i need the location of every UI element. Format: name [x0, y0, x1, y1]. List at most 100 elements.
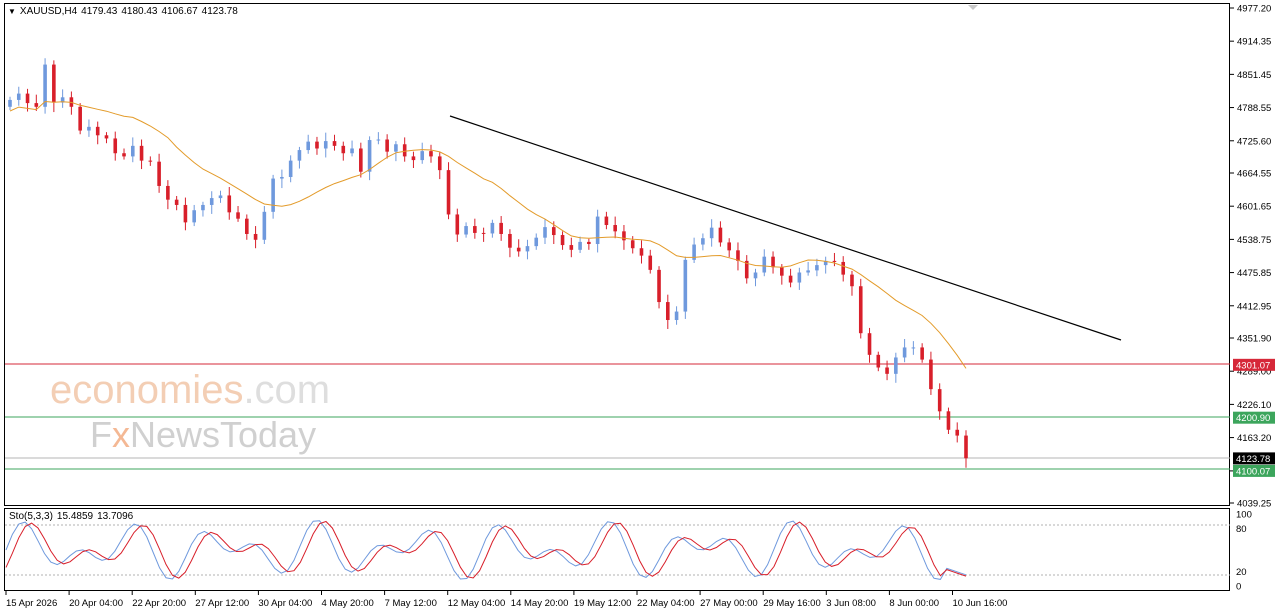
time-tick-label: 27 Apr 12:00 [195, 598, 249, 609]
indicator-main-value: 15.4859 [56, 511, 94, 522]
candle [253, 226, 258, 249]
close-value: 4123.78 [201, 6, 238, 17]
candle [823, 256, 828, 274]
candle [560, 231, 565, 250]
candle [183, 197, 188, 231]
candle [727, 238, 731, 258]
price-tick-label: 4538.75 [1237, 235, 1271, 246]
main-chart-frame [4, 3, 1230, 506]
candle [771, 251, 775, 274]
price-tick-label: 4226.10 [1237, 400, 1271, 411]
candle [604, 211, 609, 230]
downtrend-line[interactable] [449, 115, 1122, 341]
candle [850, 270, 854, 296]
candle [639, 240, 644, 264]
candle [245, 214, 249, 240]
time-axis[interactable]: 15 Apr 2026 20 Apr 04:00 22 Apr 20:00 27 Ap… [5, 591, 1008, 609]
price-tick-label: 4601.65 [1237, 202, 1271, 213]
candle [806, 261, 810, 276]
candle [490, 219, 495, 238]
candle [341, 141, 346, 161]
candle [841, 256, 846, 282]
price-axis[interactable]: 4977.20 4914.35 4851.45 4788.55 4725.60 4664.… [1230, 4, 1271, 510]
candle [455, 208, 460, 242]
candle [595, 209, 600, 253]
candle [288, 155, 293, 183]
candle [157, 153, 161, 193]
candle [508, 229, 512, 258]
candle [332, 134, 337, 151]
candle [139, 139, 144, 170]
candle [929, 351, 933, 395]
candle [622, 225, 626, 250]
candle [104, 132, 109, 144]
candle [411, 151, 416, 169]
candle [174, 195, 179, 211]
candle [25, 88, 30, 112]
price-tag-label: 4301.07 [1236, 360, 1270, 371]
candle [692, 237, 696, 264]
price-tick-label: 4289.00 [1237, 367, 1271, 378]
watermark-fxnewstoday: FxNewsToday [90, 414, 317, 455]
stoch-main-line [5, 520, 967, 580]
price-tick-label: 4725.60 [1237, 136, 1271, 147]
candle [876, 351, 881, 372]
stoch-level-label: 0 [1236, 582, 1241, 593]
time-tick-label: 22 May 04:00 [637, 598, 695, 609]
candle [16, 86, 21, 106]
price-tag: 4301.07 [1233, 358, 1275, 371]
candle [60, 89, 65, 108]
candle [192, 204, 196, 227]
candle [499, 216, 503, 241]
candle [481, 227, 486, 242]
candle [402, 137, 407, 162]
candle [446, 162, 451, 220]
candle [937, 383, 942, 420]
time-tick-label: 8 Jun 00:00 [889, 598, 939, 609]
time-tick-label: 27 May 00:00 [700, 598, 758, 609]
candle [166, 180, 170, 210]
candle [665, 294, 670, 329]
candle [201, 201, 205, 217]
candle [34, 94, 39, 112]
candle [297, 146, 302, 169]
time-tick-label: 14 May 20:00 [511, 598, 569, 609]
time-tick-label: 29 May 16:00 [763, 598, 821, 609]
collapse-triangle-icon[interactable]: ▼ [8, 7, 16, 16]
candle [52, 60, 56, 113]
candle [122, 148, 126, 160]
candle [43, 58, 47, 114]
candle [236, 206, 240, 222]
candle [218, 190, 223, 203]
high-value: 4180.43 [121, 6, 158, 17]
candle [657, 266, 661, 309]
candle [762, 249, 767, 277]
stoch-signal-line [5, 520, 967, 579]
candle [709, 219, 714, 247]
candle [464, 222, 468, 238]
time-tick-label: 10 Jun 16:00 [953, 598, 1008, 609]
chart-shift-marker[interactable] [968, 5, 978, 10]
candle [306, 134, 311, 154]
candle [262, 206, 267, 245]
candle [955, 422, 960, 443]
candle [894, 352, 898, 383]
candle [587, 238, 591, 250]
price-tick-label: 4664.55 [1237, 169, 1271, 180]
candle [209, 191, 214, 214]
candle [367, 136, 372, 181]
candle [429, 144, 433, 163]
candle [227, 187, 232, 220]
candle [744, 255, 749, 284]
candle [648, 249, 653, 274]
candle [964, 430, 968, 468]
candle [832, 252, 837, 267]
candle [701, 233, 705, 251]
candle [323, 132, 328, 158]
stoch-level-label: 100 [1236, 510, 1252, 521]
time-tick-label: 7 May 12:00 [385, 598, 437, 609]
candle [683, 256, 688, 319]
candle [543, 219, 547, 245]
